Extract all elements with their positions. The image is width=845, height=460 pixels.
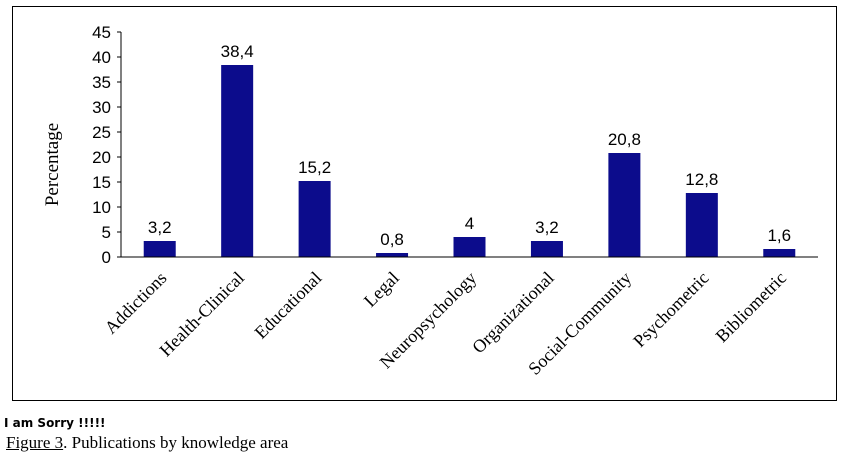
bar-neuropsychology (453, 237, 486, 257)
x-category-label: Psychometric (629, 268, 712, 351)
bars (143, 65, 796, 257)
bar-bibliometric (763, 249, 796, 257)
data-label: 3,2 (148, 218, 172, 237)
x-category-label: Legal (360, 268, 403, 311)
y-axis-title: Percentage (42, 123, 63, 206)
y-tick-label: 25 (92, 123, 111, 142)
y-tick-label: 15 (92, 173, 111, 192)
caption-text: . Publications by knowledge area (63, 433, 289, 452)
data-label: 20,8 (608, 130, 641, 149)
data-labels: 3,2 38,4 15,2 0,8 4 3,2 20,8 12,8 1,6 (148, 42, 791, 249)
y-tick-label: 35 (92, 73, 111, 92)
data-label: 12,8 (685, 170, 718, 189)
y-tick-label: 45 (92, 23, 111, 42)
bar-health-clinical (221, 65, 254, 257)
y-tick-label: 40 (92, 48, 111, 67)
bar-addictions (143, 241, 176, 257)
x-category-label: Educational (251, 268, 326, 343)
bar-organizational (530, 241, 563, 257)
data-label: 38,4 (221, 42, 254, 61)
data-label: 1,6 (767, 226, 791, 245)
bar-chart: 0 5 10 15 20 25 30 35 40 45 3,2 38,4 15,2 0,8 4 3,2 20,… (42, 23, 818, 379)
chart-frame: 0 5 10 15 20 25 30 35 40 45 3,2 38,4 15,2 0,8 4 3,2 20,… (12, 6, 837, 401)
y-axis-ticks: 0 5 10 15 20 25 30 35 40 45 (92, 23, 121, 267)
data-label: 15,2 (298, 158, 331, 177)
note-text: I am Sorry !!!!! (4, 416, 106, 430)
y-tick-label: 10 (92, 198, 111, 217)
y-tick-label: 5 (102, 223, 111, 242)
data-label: 0,8 (380, 230, 404, 249)
data-label: 4 (465, 214, 474, 233)
x-category-label: Addictions (101, 268, 171, 338)
y-tick-label: 0 (102, 248, 111, 267)
caption-label: Figure 3 (6, 433, 64, 452)
bar-psychometric (685, 193, 718, 257)
bar-educational (298, 181, 331, 257)
bar-social-community (608, 153, 641, 257)
y-tick-label: 30 (92, 98, 111, 117)
data-label: 3,2 (535, 218, 559, 237)
figure-caption: Figure 3. Publications by knowledge area (6, 433, 288, 453)
y-tick-label: 20 (92, 148, 111, 167)
bar-legal (376, 253, 409, 257)
x-category-label: Bibliometric (712, 268, 790, 346)
